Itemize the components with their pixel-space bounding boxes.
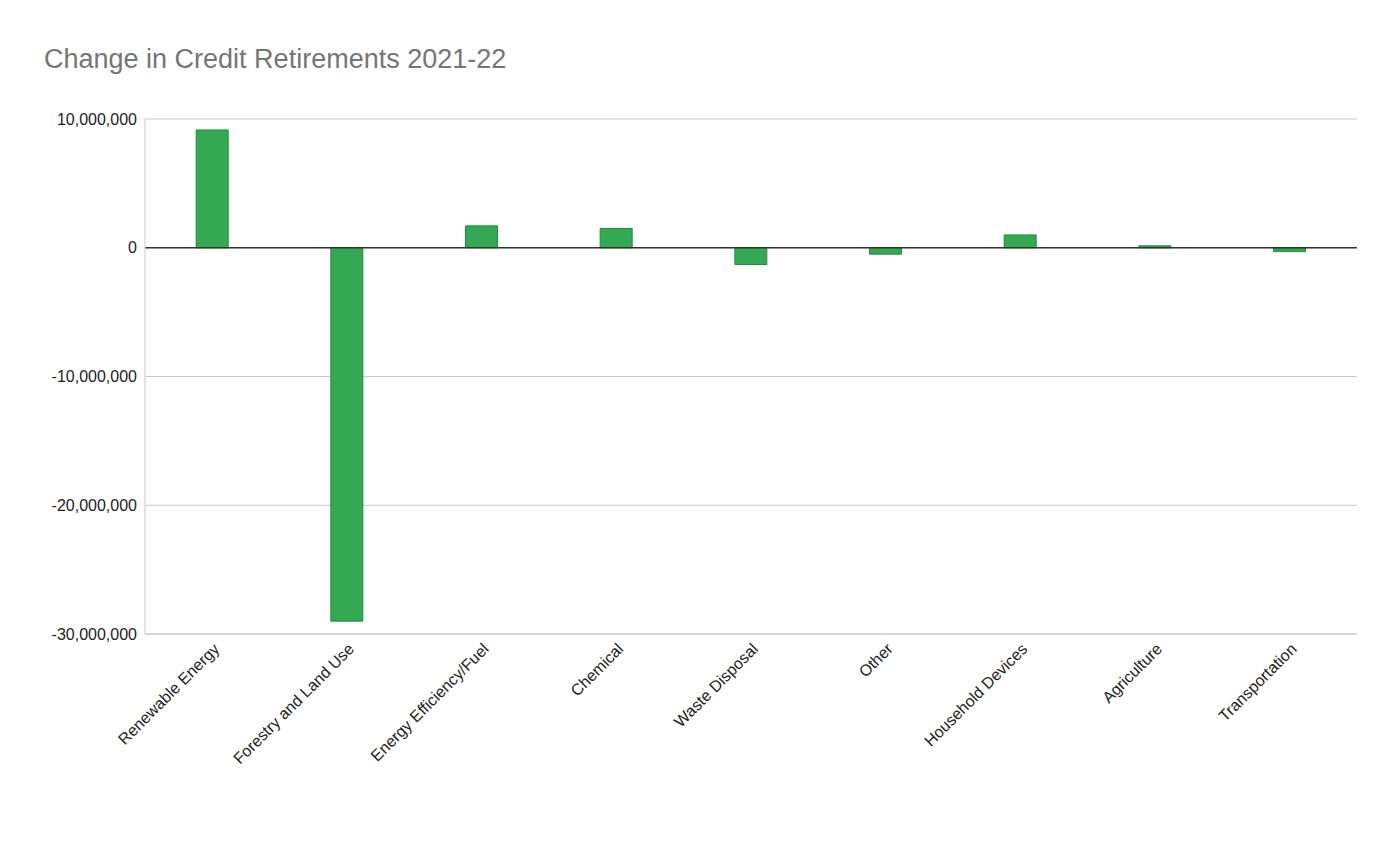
svg-text:Energy Efficiency/Fuel: Energy Efficiency/Fuel: [367, 640, 491, 764]
svg-text:0: 0: [128, 239, 137, 256]
svg-text:Agriculture: Agriculture: [1099, 640, 1165, 706]
svg-text:Renewable Energy: Renewable Energy: [115, 640, 223, 748]
svg-text:Waste Disposal: Waste Disposal: [671, 640, 761, 730]
svg-text:10,000,000: 10,000,000: [57, 111, 137, 128]
svg-text:-10,000,000: -10,000,000: [52, 368, 138, 385]
svg-text:-30,000,000: -30,000,000: [52, 626, 138, 643]
svg-text:Other: Other: [856, 640, 897, 681]
svg-text:-20,000,000: -20,000,000: [52, 497, 138, 514]
svg-text:Household Devices: Household Devices: [921, 640, 1031, 750]
svg-text:Forestry and Land Use: Forestry and Land Use: [230, 640, 357, 767]
svg-text:Transportation: Transportation: [1215, 640, 1300, 725]
svg-text:Chemical: Chemical: [567, 640, 626, 699]
html-text:Change in Credit Retirements 2: Change in Credit Retirements 2021-22: [44, 44, 507, 74]
